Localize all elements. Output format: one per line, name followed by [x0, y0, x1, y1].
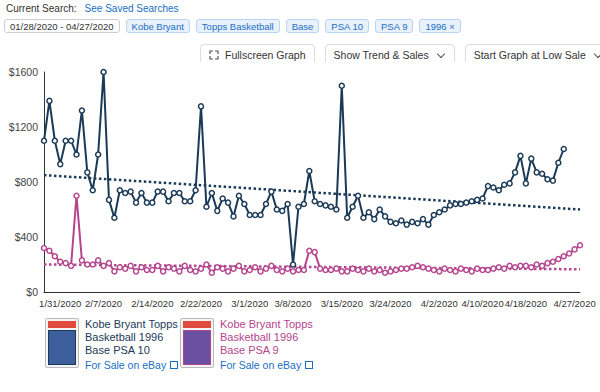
svg-text:3/1/2020: 3/1/2020	[231, 298, 268, 309]
svg-text:4/2/2020: 4/2/2020	[421, 298, 458, 309]
html-text:Show Trend & Sales: Show Trend & Sales	[333, 49, 429, 61]
svg-text:$1600: $1600	[9, 66, 38, 78]
svg-text:4/10/2020: 4/10/2020	[461, 298, 503, 309]
html-text:Base: Base	[291, 20, 314, 32]
svg-text:$800: $800	[15, 176, 39, 188]
svg-text:2/7/2020: 2/7/2020	[85, 298, 122, 309]
html-text:01/28/2020 - 04/27/2020: 01/28/2020 - 04/27/2020	[10, 20, 114, 32]
svg-text:2/22/2020: 2/22/2020	[180, 298, 222, 309]
html-text:Kobe Bryant Topps Basketball 1: Kobe Bryant Topps Basketball 1996 Base P…	[220, 318, 313, 356]
svg-text:2/14/2020: 2/14/2020	[131, 298, 173, 309]
html-text:Kobe Bryant Topps Basketball 1: Kobe Bryant Topps Basketball 1996 Base P…	[85, 318, 178, 356]
svg-text:4/27/2020: 4/27/2020	[553, 298, 595, 309]
svg-text:$400: $400	[15, 231, 39, 243]
html-text:Kobe Bryant: Kobe Bryant	[131, 20, 184, 32]
svg-text:4/18/2020: 4/18/2020	[505, 298, 547, 309]
html-text:Topps Basketball: Topps Basketball	[201, 20, 274, 32]
svg-text:3/15/2020: 3/15/2020	[321, 298, 363, 309]
html-text:PSA 10: PSA 10	[331, 20, 363, 32]
html-text:See Saved Searches: See Saved Searches	[84, 3, 179, 14]
html-text:For Sale on eBay: For Sale on eBay	[85, 359, 167, 371]
svg-text:$1200: $1200	[9, 121, 38, 133]
html-text:PSA 9: PSA 9	[381, 20, 408, 32]
html-text:For Sale on eBay: For Sale on eBay	[220, 359, 302, 371]
html-text:1996 ×: 1996 ×	[425, 20, 455, 32]
svg-text:1/31/2020: 1/31/2020	[39, 298, 81, 309]
html-text:Start Graph at Low Sale: Start Graph at Low Sale	[473, 49, 586, 61]
html-text:Fullscreen Graph: Fullscreen Graph	[225, 49, 306, 61]
svg-text:3/24/2020: 3/24/2020	[369, 298, 411, 309]
svg-text:$0: $0	[26, 286, 38, 298]
svg-text:3/8/2020: 3/8/2020	[275, 298, 312, 309]
html-text:Current Search:: Current Search:	[6, 3, 77, 14]
